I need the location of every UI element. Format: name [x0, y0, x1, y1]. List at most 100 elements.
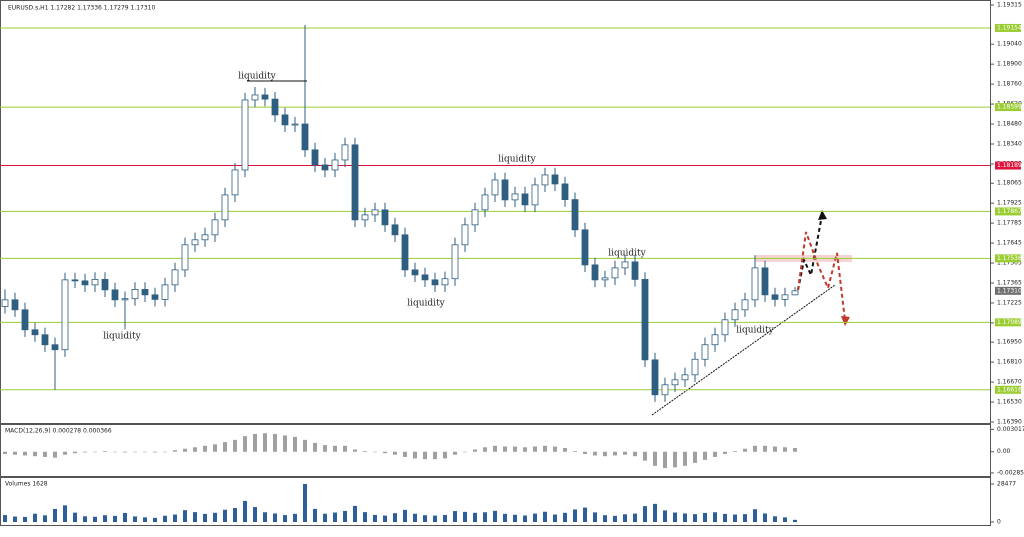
bar: [563, 448, 567, 452]
bar: [273, 433, 277, 452]
bar: [793, 519, 797, 522]
bar: [613, 451, 617, 456]
arrow-head: [818, 210, 827, 220]
y-tick-label: 1.17225: [997, 299, 1022, 306]
bar: [653, 451, 657, 466]
y-tick-label: -0.002859: [997, 469, 1024, 476]
volume-title: Volumes 1628: [5, 481, 48, 488]
candle-body: [251, 94, 259, 101]
bar: [723, 451, 727, 454]
y-tick-label: 0.00: [997, 448, 1011, 455]
candle-body: [631, 261, 639, 280]
level-label-box: [995, 254, 1021, 263]
bar: [93, 451, 97, 453]
candle-body: [541, 174, 549, 186]
candle-body: [511, 193, 519, 201]
candle-body: [561, 183, 569, 201]
candle-body: [791, 290, 799, 296]
bar: [643, 506, 647, 522]
y-tick-label: 1.16950: [997, 339, 1022, 346]
level-label-box: [995, 103, 1021, 112]
candle-body: [121, 298, 129, 301]
bar: [713, 451, 717, 457]
candle-body: [141, 289, 149, 296]
bar: [633, 451, 637, 457]
bar: [363, 451, 367, 452]
bar: [533, 513, 537, 522]
bar: [493, 510, 497, 522]
bar: [613, 515, 617, 522]
bar: [133, 516, 137, 522]
bar: [783, 517, 787, 522]
bar: [403, 509, 407, 522]
candle-body: [171, 269, 179, 286]
level-label-box: [995, 161, 1021, 170]
arrow-head: [841, 316, 850, 326]
candle-body: [751, 267, 759, 301]
bar: [553, 446, 557, 452]
candle-body: [581, 229, 589, 266]
bar: [423, 515, 427, 522]
bar: [433, 515, 437, 522]
bar: [753, 509, 757, 522]
y-tick-label: 1.16670: [997, 379, 1022, 386]
candle-body: [521, 193, 529, 206]
candle-body: [261, 94, 269, 100]
candle-body: [281, 114, 289, 126]
bar: [583, 451, 587, 454]
candle-body: [781, 294, 789, 300]
bar: [253, 507, 257, 522]
bar: [593, 512, 597, 522]
bar: [373, 451, 377, 453]
candle-body: [221, 194, 229, 221]
bar: [743, 448, 747, 452]
level-label: 1.17089: [997, 319, 1022, 326]
bar: [143, 451, 147, 453]
bar: [243, 500, 247, 522]
bar: [723, 513, 727, 522]
bar: [743, 514, 747, 522]
bar: [183, 510, 187, 522]
level-label-box: [995, 207, 1021, 216]
candle-body: [611, 267, 619, 279]
bar: [303, 439, 307, 452]
candle-body: [101, 279, 109, 291]
candle-body: [31, 329, 39, 336]
bar: [143, 517, 147, 522]
candle-body: [21, 309, 29, 331]
bar: [193, 447, 197, 452]
bar: [343, 445, 347, 452]
candle-body: [671, 379, 679, 386]
y-tick-label: 28477: [997, 481, 1016, 488]
bar: [463, 511, 467, 522]
bar: [213, 444, 217, 452]
y-tick-label: 1.17365: [997, 280, 1022, 287]
bar: [573, 509, 577, 522]
bar: [253, 433, 257, 452]
bar: [703, 512, 707, 522]
bar: [733, 451, 737, 452]
bar: [663, 510, 667, 522]
candle-body: [191, 239, 199, 246]
y-tick-label: 1.17785: [997, 220, 1022, 227]
bar: [293, 513, 297, 522]
price-label-box: [995, 286, 1021, 295]
y-tick-label: 1.18480: [997, 121, 1022, 128]
bar: [363, 512, 367, 522]
bar: [533, 446, 537, 452]
annotation: liquidity: [407, 299, 445, 309]
bar: [123, 451, 127, 453]
bar: [663, 451, 667, 469]
bar: [283, 515, 287, 522]
level-label: 1.19154: [997, 24, 1022, 31]
candle-body: [551, 174, 559, 185]
bar: [693, 514, 697, 522]
level-label-box: [995, 318, 1021, 327]
bar: [203, 513, 207, 522]
bar: [443, 514, 447, 522]
bar: [413, 451, 417, 459]
bear-path: [797, 231, 846, 321]
y-tick-label: 1.16810: [997, 359, 1022, 366]
bar: [323, 513, 327, 522]
